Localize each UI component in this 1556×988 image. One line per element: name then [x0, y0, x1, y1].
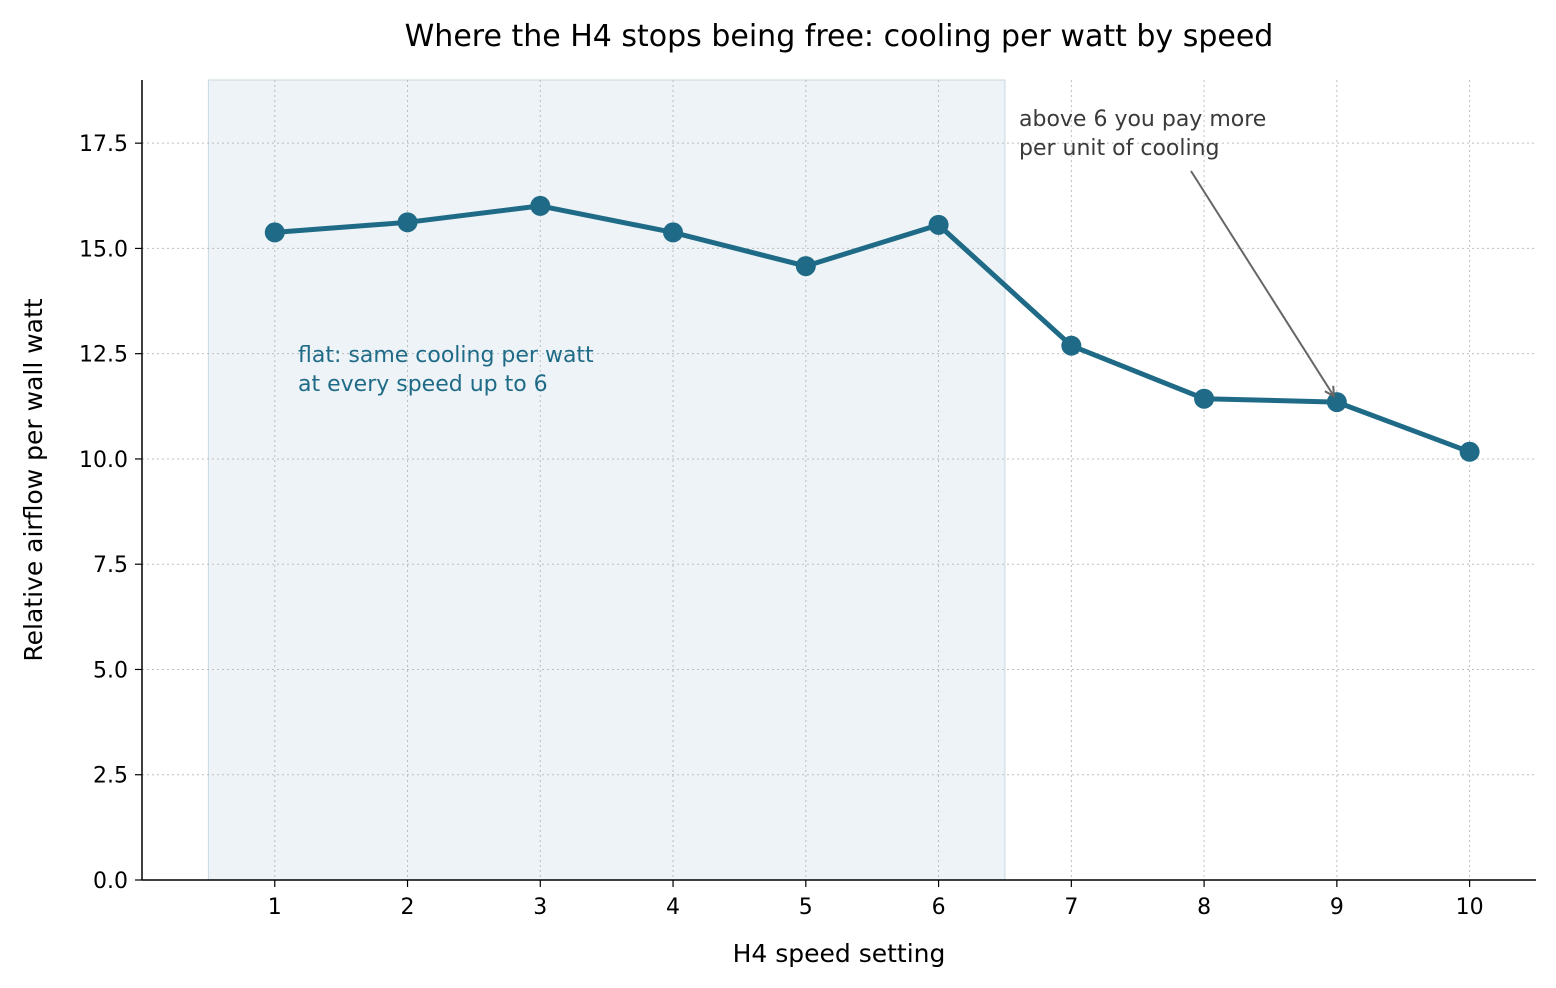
data-point: [1194, 388, 1215, 409]
annotation-arrow: [1190, 170, 1334, 396]
flat-annotation-line-2: at every speed up to 6: [298, 372, 548, 397]
x-tick-label: 9: [1330, 895, 1344, 920]
data-point: [928, 214, 949, 235]
text-layer: Where the H4 stops being free: cooling p…: [19, 19, 1484, 968]
grid-layer: [142, 80, 1536, 880]
x-axis-title: H4 speed setting: [733, 939, 946, 968]
data-point: [795, 256, 816, 277]
arrow-annotation-line-1: above 6 you pay more: [1019, 107, 1266, 132]
shaded-region-layer: [207, 79, 1006, 881]
y-axis-title: Relative airflow per wall watt: [19, 298, 48, 661]
data-point: [1326, 392, 1347, 413]
chart-title: Where the H4 stops being free: cooling p…: [405, 19, 1274, 54]
y-tick-label: 15.0: [79, 237, 128, 262]
y-tick-label: 10.0: [79, 448, 128, 473]
y-tick-label: 17.5: [79, 132, 128, 157]
x-tick-label: 7: [1064, 895, 1078, 920]
series-line: [272, 203, 1473, 455]
data-point: [1061, 335, 1082, 356]
data-point: [264, 222, 285, 243]
y-tick-label: 7.5: [93, 553, 128, 578]
x-tick-label: 6: [932, 895, 946, 920]
y-tick-label: 5.0: [93, 658, 128, 683]
shaded-region: [207, 79, 1006, 881]
data-layer: [264, 170, 1480, 462]
data-point: [397, 212, 418, 233]
x-tick-label: 10: [1456, 895, 1484, 920]
x-tick-label: 1: [268, 895, 282, 920]
y-tick-label: 2.5: [93, 764, 128, 789]
x-tick-label: 2: [401, 895, 415, 920]
y-tick-label: 0.0: [93, 869, 128, 894]
x-tick-label: 5: [799, 895, 813, 920]
x-tick-label: 3: [533, 895, 547, 920]
axes-layer: [135, 80, 1536, 887]
x-tick-label: 8: [1197, 895, 1211, 920]
x-tick-label: 4: [666, 895, 680, 920]
data-point: [530, 195, 551, 216]
y-tick-label: 12.5: [79, 343, 128, 368]
flat-annotation-line-1: flat: same cooling per watt: [298, 343, 594, 368]
data-point: [663, 222, 684, 243]
data-point: [1459, 441, 1480, 462]
arrow-annotation-line-2: per unit of cooling: [1019, 136, 1220, 161]
